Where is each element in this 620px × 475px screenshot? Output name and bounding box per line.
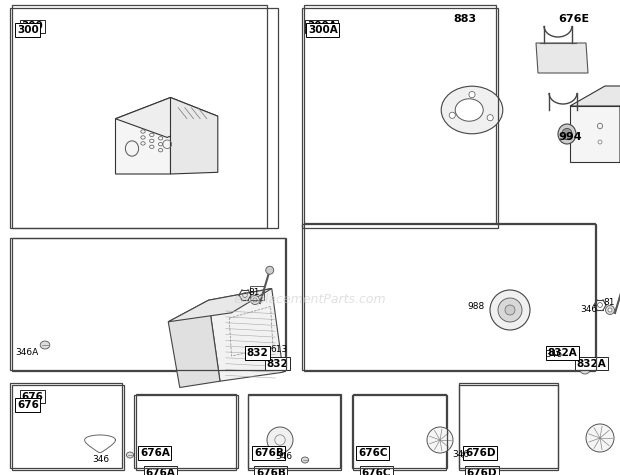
Text: eReplacementParts.com: eReplacementParts.com (234, 294, 386, 306)
Bar (10, 238, 286, 370)
Ellipse shape (487, 114, 494, 121)
Ellipse shape (40, 341, 50, 349)
Bar (250, 286, 264, 300)
Polygon shape (570, 106, 620, 162)
Bar (12, 385, 124, 470)
Ellipse shape (449, 112, 455, 118)
Bar (248, 394, 341, 470)
Ellipse shape (586, 424, 614, 452)
Ellipse shape (427, 427, 453, 453)
Ellipse shape (126, 452, 133, 458)
Polygon shape (170, 97, 218, 174)
Text: 676C: 676C (361, 468, 391, 475)
Bar (134, 395, 238, 468)
Polygon shape (168, 300, 220, 388)
Text: 81: 81 (248, 288, 260, 297)
Polygon shape (115, 97, 218, 137)
Ellipse shape (455, 99, 483, 121)
Text: 676A: 676A (140, 448, 170, 458)
Polygon shape (570, 86, 620, 106)
Text: 676D: 676D (465, 448, 495, 458)
Ellipse shape (301, 457, 309, 463)
Text: 832: 832 (246, 348, 268, 358)
Text: 676C: 676C (358, 448, 388, 458)
Text: 346A: 346A (15, 348, 38, 357)
Text: 676B: 676B (254, 448, 284, 458)
Text: 300A: 300A (308, 25, 338, 35)
Text: 883: 883 (453, 14, 476, 24)
Text: 832A: 832A (547, 348, 577, 358)
Bar (10, 8, 278, 228)
Ellipse shape (441, 86, 503, 134)
Polygon shape (536, 43, 588, 73)
Text: 988: 988 (467, 302, 484, 311)
Text: 346: 346 (275, 452, 292, 461)
Text: 300A: 300A (307, 21, 337, 31)
Text: 832: 832 (267, 359, 288, 369)
Bar (353, 394, 446, 470)
Text: 346: 346 (452, 450, 469, 459)
Ellipse shape (558, 124, 576, 144)
Bar (459, 385, 558, 470)
Ellipse shape (505, 305, 515, 315)
Ellipse shape (250, 295, 260, 304)
Bar (304, 5, 496, 228)
Text: 994: 994 (558, 132, 582, 142)
Text: 346: 346 (545, 350, 562, 359)
Ellipse shape (253, 298, 257, 302)
Ellipse shape (461, 452, 469, 458)
Bar (352, 395, 447, 468)
Bar (302, 224, 596, 370)
Ellipse shape (266, 266, 274, 274)
Text: 832A: 832A (577, 359, 606, 369)
Ellipse shape (580, 366, 590, 374)
Polygon shape (208, 288, 283, 381)
Bar (248, 395, 340, 468)
Ellipse shape (498, 298, 522, 322)
Text: 676B: 676B (256, 468, 286, 475)
Polygon shape (115, 97, 170, 174)
Text: 613: 613 (270, 345, 287, 354)
Ellipse shape (469, 92, 475, 98)
Text: 676: 676 (17, 400, 39, 410)
Bar (459, 383, 558, 468)
Text: 346: 346 (580, 305, 597, 314)
Text: 346: 346 (92, 455, 109, 464)
Ellipse shape (267, 427, 293, 453)
Bar (302, 8, 498, 228)
Ellipse shape (562, 128, 572, 140)
Bar (136, 394, 236, 470)
Text: 81: 81 (603, 298, 614, 307)
Ellipse shape (490, 290, 530, 330)
Text: 676A: 676A (146, 468, 175, 475)
Bar (10, 383, 122, 468)
Text: 300: 300 (17, 25, 38, 35)
Ellipse shape (606, 305, 614, 314)
Ellipse shape (608, 308, 612, 312)
Bar (304, 223, 595, 370)
Text: 676: 676 (22, 392, 43, 402)
Polygon shape (168, 288, 272, 322)
Text: 676E: 676E (558, 14, 589, 24)
Text: 676D: 676D (467, 468, 497, 475)
Text: 300: 300 (22, 21, 43, 31)
Bar (12, 238, 285, 370)
Bar (12, 5, 267, 228)
